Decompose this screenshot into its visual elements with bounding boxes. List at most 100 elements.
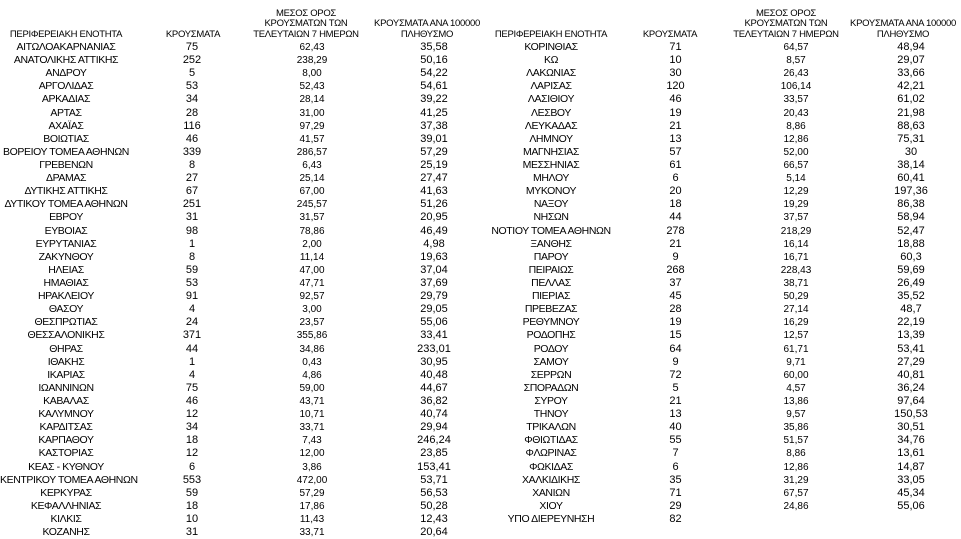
avg-cell: 57,29 [299,487,325,499]
avg-cell: 2,00 [302,238,322,250]
per100k-cell: 50,28 [420,499,448,512]
cases-cell: 53 [185,277,199,290]
cases-cell: 21 [669,395,682,407]
table-row: ΑΝΑΤΟΛΙΚΗΣ ΑΤΤΙΚΗΣ 252 238,29 50,16 [0,54,496,67]
table-row: ΡΟΔΟΥ 64 61,71 53,41 [490,343,961,356]
per100k-cell: 51,26 [420,198,448,211]
per100k-cell: 46,49 [420,224,448,237]
region-cell: ΗΡΑΚΛΕΙΟΥ [38,290,94,303]
avg-cell: 41,57 [299,133,325,145]
cases-cell: 278 [666,224,685,237]
cases-cell: 1 [188,355,196,368]
region-cell: ΛΕΥΚΑΔΑΣ [524,119,578,132]
table-row: ΛΑΚΩΝΙΑΣ 30 26,43 33,66 [490,67,961,80]
region-cell: ΛΑΚΩΝΙΑΣ [526,67,576,80]
table-row: ΧΑΝΙΩΝ 71 67,57 45,34 [490,487,961,500]
left-table-body: ΑΙΤΩΛΟΑΚΑΡΝΑΝΙΑΣ 75 62,43 35,58 ΑΝΑΤΟΛΙΚΗΣ Α… [0,41,496,539]
cases-cell: 18 [185,434,199,447]
per100k-cell: 37,69 [420,277,448,290]
avg-cell: 12,00 [299,448,325,460]
region-cell: ΧΑΛΚΙΔΙΚΗΣ [522,473,580,486]
cases-cell: 46 [669,93,682,106]
cases-cell: 35 [669,473,682,486]
avg-cell: 17,86 [299,500,325,512]
per100k-cell: 30 [904,145,918,158]
header-cases-left: ΚΡΟΥΣΜΑΤΑ [165,28,221,40]
region-cell: ΚΟΖΑΝΗΣ [42,526,90,539]
avg-cell: 12,86 [783,133,809,145]
table-row: ΤΡΙΚΑΛΩΝ 40 35,86 30,51 [490,421,961,434]
per100k-cell: 55,06 [420,316,448,329]
per100k-cell: 13,39 [897,329,925,342]
cases-cell: 24 [185,316,199,329]
table-row: ΣΕΡΡΩΝ 72 60,00 40,81 [490,369,961,382]
table-row: ΚΑΛΥΜΝΟΥ 12 10,71 40,74 [0,408,496,421]
table-row: ΒΟΙΩΤΙΑΣ 46 41,57 39,01 [0,133,496,146]
region-cell: ΘΕΣΣΑΛΟΝΙΚΗΣ [27,329,105,342]
region-cell: ΑΝΔΡΟΥ [45,67,87,80]
header-per100k-right: ΚΡΟΥΣΜΑΤΑ ΑΝΑ 100000 ΠΛΗΘΥΣΜΟ [850,18,956,40]
per100k-cell: 233,01 [417,342,451,355]
avg-cell: 3,86 [302,461,322,473]
region-cell: ΛΕΣΒΟΥ [531,106,571,119]
cases-cell: 6 [672,172,679,185]
table-row: ΠΕΙΡΑΙΩΣ 268 228,43 59,69 [490,264,961,277]
region-cell: ΑΧΑΪΑΣ [48,119,84,132]
per100k-cell: 53,41 [897,342,925,355]
header-avg-right: ΜΕΣΟΣ ΟΡΟΣ ΚΡΟΥΣΜΑΤΩΝ ΤΩΝ ΤΕΛΕΥΤΑΙΩΝ 7 Η… [733,7,839,40]
table-row: ΚΑΡΠΑΘΟΥ 18 7,43 246,24 [0,434,496,447]
table-row: ΕΥΡΥΤΑΝΙΑΣ 1 2,00 4,98 [0,238,496,251]
avg-cell: 355,86 [296,330,328,342]
cases-cell: 82 [669,512,682,525]
region-cell: ΝΑΞΟΥ [533,198,569,211]
cases-cell: 251 [182,198,202,211]
region-cell: ΣΠΟΡΑΔΩΝ [523,381,579,394]
per100k-cell: 60,3 [900,250,922,263]
table-row: ΒΟΡΕΙΟΥ ΤΟΜΕΑ ΑΘΗΝΩΝ 339 286,57 57,29 [0,146,496,159]
table-row: ΚΕΑΣ - ΚΥΘΝΟΥ 6 3,86 153,41 [0,461,496,474]
region-cell: ΑΡΚΑΔΙΑΣ [41,93,91,106]
avg-cell: 13,86 [783,396,809,407]
avg-cell: 78,86 [299,225,325,237]
avg-cell: 11,43 [299,513,325,525]
region-cell: ΤΗΝΟΥ [533,408,569,421]
per100k-cell: 44,67 [420,381,448,394]
table-row: ΝΑΞΟΥ 18 19,29 86,38 [490,198,961,211]
avg-cell: 3,00 [302,304,322,316]
per100k-cell: 20,95 [420,211,448,224]
table-row: ΣΥΡΟΥ 21 13,86 97,64 [490,395,961,408]
cases-cell: 18 [185,499,199,512]
region-cell: ΧΑΝΙΩΝ [532,486,570,499]
per100k-cell: 26,49 [897,277,925,290]
per100k-cell: 30,51 [897,421,925,434]
avg-cell: 33,57 [783,94,809,106]
region-cell: ΑΡΓΟΛΙΔΑΣ [38,80,94,93]
cases-cell: 9 [672,355,679,368]
cases-cell: 27 [185,172,199,185]
cases-cell: 71 [669,486,682,499]
avg-cell: 34,86 [299,343,325,355]
cases-cell: 55 [669,434,682,447]
avg-cell: 92,57 [299,291,325,303]
avg-cell: 52,00 [783,146,809,158]
avg-cell: 31,00 [299,107,325,119]
cases-cell: 57 [669,145,682,158]
per100k-cell: 30,95 [420,355,448,368]
region-cell: ΦΘΙΩΤΙΔΑΣ [524,434,578,447]
region-cell: ΚΑΒΑΛΑΣ [43,395,89,407]
avg-cell: 4,57 [786,382,806,394]
region-cell: ΕΒΡΟΥ [49,211,83,224]
region-cell: ΠΙΕΡΙΑΣ [531,290,571,303]
per100k-cell: 29,05 [420,303,448,316]
avg-cell: 47,71 [299,278,325,290]
cases-cell: 1 [188,237,196,250]
region-cell: ΚΑΛΥΜΝΟΥ [38,408,94,421]
avg-cell: 67,00 [299,186,325,198]
cases-cell: 19 [669,316,682,329]
table-row: ΚΟΡΙΝΘΙΑΣ 71 64,57 48,94 [490,41,961,54]
avg-cell: 8,86 [786,448,806,460]
cases-cell: 46 [185,132,199,145]
region-cell: ΦΩΚΙΔΑΣ [529,460,573,473]
cases-cell: 44 [669,211,682,224]
cases-cell: 12 [185,408,199,421]
